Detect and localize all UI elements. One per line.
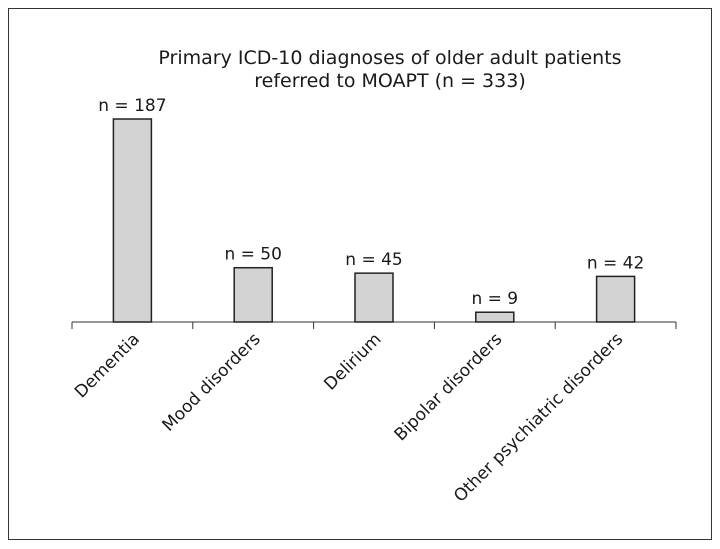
chart-title: referred to MOAPT (n = 333) bbox=[254, 70, 525, 92]
bar bbox=[233, 266, 273, 323]
bar bbox=[354, 272, 394, 323]
bar bbox=[475, 311, 515, 323]
bar bbox=[595, 275, 636, 323]
value-label: n = 187 bbox=[98, 96, 166, 116]
x-tick-label: Dementia bbox=[71, 329, 144, 402]
value-label: n = 50 bbox=[224, 245, 281, 265]
chart-title: Primary ICD-10 diagnoses of older adult … bbox=[158, 47, 621, 69]
x-tick-label: Bipolar disorders bbox=[391, 329, 507, 445]
x-tick-label: Mood disorders bbox=[159, 329, 265, 435]
x-tick-label: Delirium bbox=[320, 329, 385, 394]
value-label: n = 9 bbox=[471, 289, 518, 309]
value-label: n = 45 bbox=[345, 250, 402, 270]
frame bbox=[8, 8, 712, 540]
bar bbox=[112, 118, 153, 323]
value-label: n = 42 bbox=[587, 253, 644, 273]
